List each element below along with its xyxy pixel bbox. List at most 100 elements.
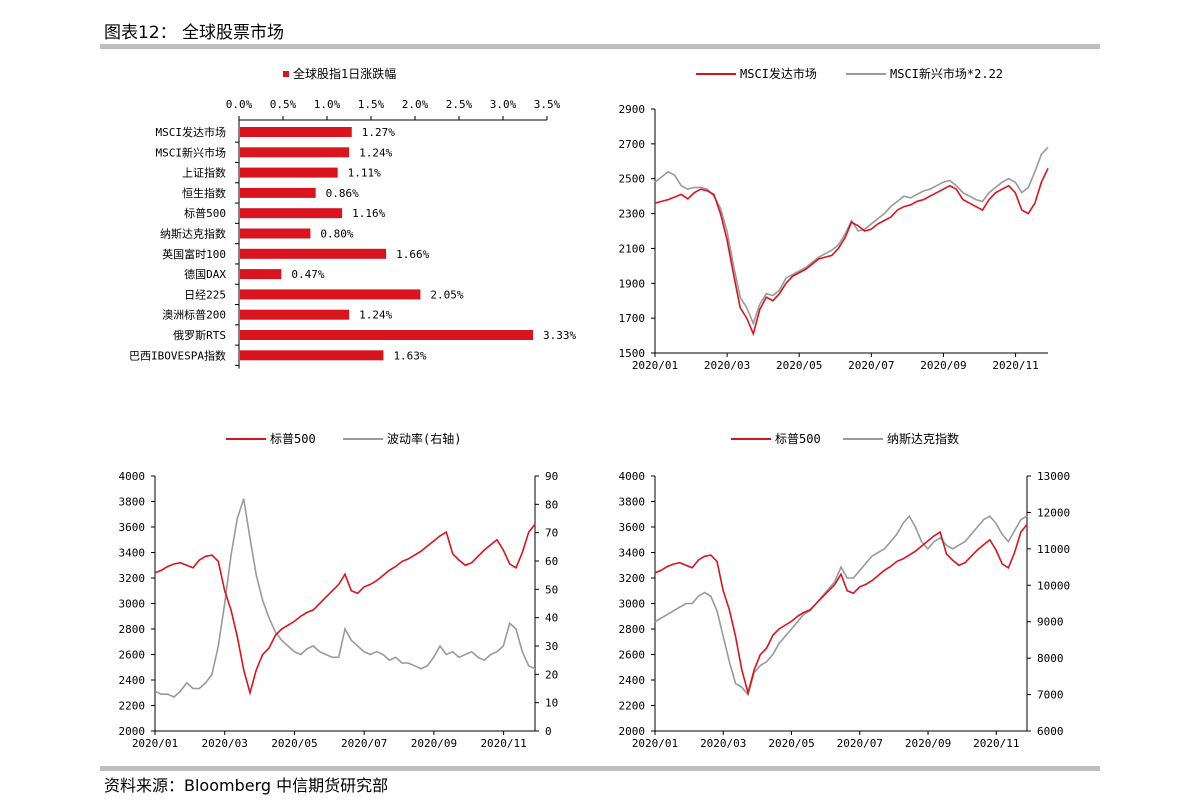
y-tick-label: 2600: [619, 649, 646, 662]
y-tick-label: 3600: [119, 521, 146, 534]
y-tick-label: 2200: [619, 700, 646, 713]
y-tick-label: 3400: [619, 547, 646, 560]
x-tick-label: 2020/09: [411, 737, 457, 750]
y-tick-label: 2700: [619, 138, 646, 151]
category-label: 巴西IBOVESPA指数: [129, 348, 226, 362]
x-tick-label: 1.5%: [358, 98, 385, 111]
y-tick-label: 2000: [119, 725, 146, 738]
bar: [240, 147, 350, 158]
data-label: 0.86%: [326, 187, 359, 200]
x-tick-label: 2020/07: [848, 359, 894, 372]
data-label: 1.16%: [352, 207, 385, 220]
x-tick-label: 2020/05: [271, 737, 317, 750]
y2-tick-label: 8000: [1037, 652, 1064, 665]
bar: [240, 208, 343, 219]
y2-tick-label: 20: [545, 668, 558, 681]
bar: [240, 127, 352, 137]
y-tick-label: 2100: [619, 242, 646, 255]
x-tick-label: 2.5%: [446, 98, 473, 111]
x-tick-label: 2020/03: [202, 737, 248, 750]
y2-tick-label: 7000: [1037, 689, 1064, 702]
y-tick-label: 2900: [619, 103, 646, 116]
x-tick-label: 2020/01: [632, 737, 678, 750]
x-tick-label: 2020/01: [632, 359, 678, 372]
x-tick-label: 2020/11: [992, 359, 1038, 372]
x-tick-label: 0.5%: [270, 98, 297, 111]
bar: [240, 228, 311, 239]
y-tick-label: 3200: [119, 572, 146, 585]
y2-tick-label: 30: [545, 640, 558, 653]
data-label: 3.33%: [543, 329, 576, 342]
series-line: [654, 514, 1028, 697]
y-tick-label: 1700: [619, 312, 646, 325]
category-label: 恒生指数: [182, 186, 226, 200]
y2-tick-label: 70: [545, 527, 558, 540]
y-tick-label: 2400: [619, 674, 646, 687]
x-tick-label: 3.5%: [534, 98, 561, 111]
y-tick-label: 2500: [619, 173, 646, 186]
x-tick-label: 2020/05: [776, 359, 822, 372]
line-chart-sp500-volatility: 标普500 波动率(右轴) 2000 2200 2400 2600 2800 3000 3200…: [119, 431, 559, 750]
bar: [240, 330, 534, 340]
bar-chart-global-indices: 全球股指1日涨跌幅 0.0% 0.5% 1.0% 1.5% 2.0% 2.5% 3.0% 3.5…: [129, 66, 577, 369]
y2-tick-label: 80: [545, 498, 558, 511]
x-tick-label: 2020/11: [480, 737, 526, 750]
x-tick-label: 0.0%: [226, 98, 253, 111]
y2-tick-label: 50: [545, 583, 558, 596]
y-tick-label: 4000: [119, 470, 146, 483]
category-label: 德国DAX: [184, 267, 226, 281]
data-label: 0.47%: [291, 268, 324, 281]
y2-tick-label: 10: [545, 697, 558, 710]
y-tick-label: 2800: [619, 623, 646, 636]
category-label: 上证指数: [182, 166, 226, 180]
category-label: 英国富时100: [162, 247, 226, 261]
y2-tick-label: 6000: [1037, 725, 1064, 738]
line-chart-msci: MSCI发达市场 MSCI新兴市场*2.22 1500 1700 1900 2100 230…: [619, 66, 1049, 372]
y-tick-label: 3400: [119, 547, 146, 560]
y-tick-label: 3800: [619, 496, 646, 509]
y-tick-label: 3000: [119, 598, 146, 611]
y-tick-label: 1900: [619, 277, 646, 290]
y-tick-label: 2400: [119, 674, 146, 687]
y-tick-label: 3600: [619, 521, 646, 534]
y-tick-label: 2600: [119, 649, 146, 662]
legend-label-bar: 全球股指1日涨跌幅: [293, 66, 396, 81]
bar: [240, 269, 282, 280]
top-divider: [100, 44, 1100, 49]
category-label: 纳斯达克指数: [160, 227, 226, 241]
legend-label: 纳斯达克指数: [887, 431, 959, 446]
data-label: 1.63%: [393, 349, 426, 362]
line-chart-sp500-nasdaq: 标普500 纳斯达克指数 2000 2200 2400 2600 2800 3000 3200 3…: [619, 431, 1071, 750]
legend-label: MSCI发达市场: [740, 66, 817, 81]
data-label: 1.24%: [359, 309, 392, 322]
data-label: 1.27%: [362, 126, 395, 139]
y-tick-label: 3000: [619, 598, 646, 611]
bar: [240, 248, 387, 259]
bar: [240, 309, 350, 320]
category-label: MSCI发达市场: [156, 125, 227, 139]
y-tick-label: 2800: [119, 623, 146, 636]
x-tick-label: 3.0%: [490, 98, 517, 111]
y-tick-label: 2200: [119, 700, 146, 713]
series-line: [654, 523, 1028, 696]
y-tick-label: 4000: [619, 470, 646, 483]
series-line: [154, 498, 536, 698]
y-tick-label: 1500: [619, 347, 646, 360]
x-tick-label: 2020/05: [768, 737, 814, 750]
x-tick-label: 2.0%: [402, 98, 429, 111]
legend-label: 波动率(右轴): [387, 431, 461, 446]
y-tick-label: 3800: [119, 496, 146, 509]
data-label: 1.24%: [359, 146, 392, 159]
y2-tick-label: 0: [545, 725, 552, 738]
data-label: 2.05%: [430, 288, 463, 301]
category-label: 俄罗斯RTS: [173, 329, 226, 342]
legend-label: MSCI新兴市场*2.22: [890, 66, 1003, 81]
x-tick-label: 2020/07: [837, 737, 883, 750]
legend-label: 标普500: [270, 432, 316, 446]
x-tick-label: 2020/09: [905, 737, 951, 750]
legend-swatch-bar: [283, 71, 289, 77]
x-tick-label: 2020/03: [700, 737, 746, 750]
category-label: 澳洲标普200: [162, 308, 226, 322]
legend-label: 标普500: [775, 432, 821, 446]
x-tick-label: 2020/11: [973, 737, 1019, 750]
